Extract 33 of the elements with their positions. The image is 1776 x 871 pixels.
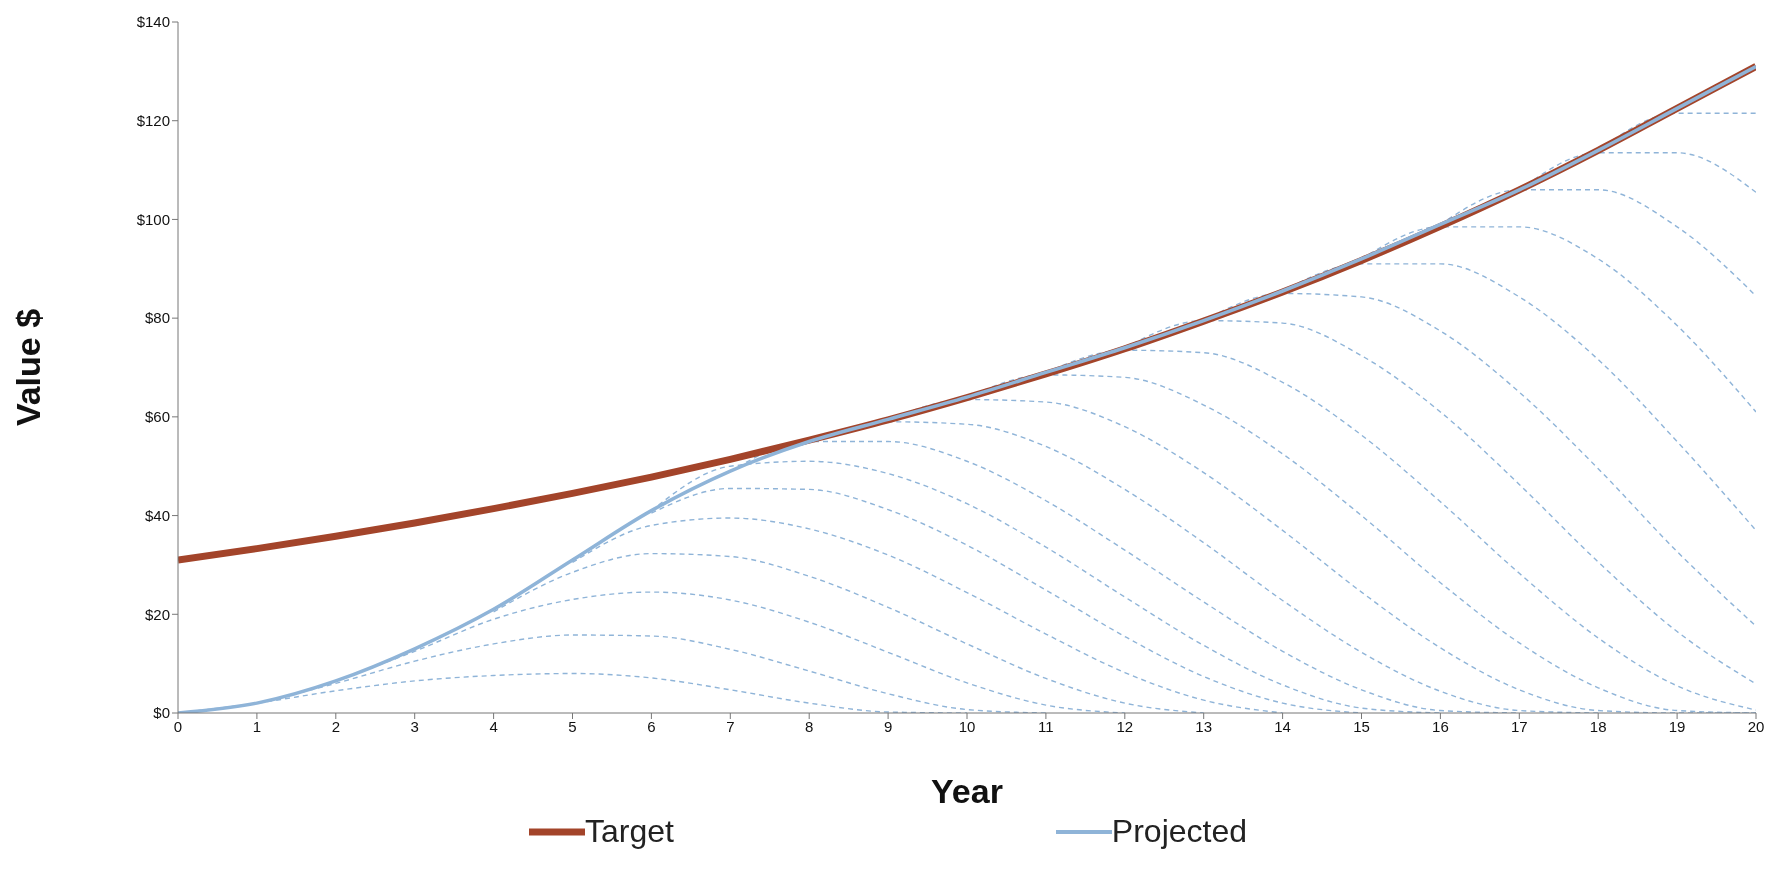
x-tick-label: 10 (958, 717, 976, 735)
x-tick-label: 9 (883, 717, 893, 735)
x-tick-label: 0 (173, 717, 183, 735)
y-tick-label: $40 (144, 506, 170, 524)
x-tick-label: 7 (726, 717, 735, 735)
x-tick-label: 14 (1274, 717, 1291, 735)
x-tick-label: 13 (1195, 717, 1213, 735)
legend-label: Projected (1111, 813, 1248, 850)
x-tick-label: 2 (331, 717, 340, 735)
x-tick-label: 20 (1747, 717, 1765, 735)
legend-label: Target (584, 813, 674, 850)
x-tick-label: 6 (647, 717, 656, 735)
y-tick-label: $0 (153, 704, 170, 722)
x-tick-label: 8 (805, 717, 814, 735)
x-tick-label: 11 (1038, 717, 1054, 735)
x-tick-label: 15 (1353, 717, 1370, 735)
y-tick-label: $80 (144, 309, 170, 327)
y-tick-label: $120 (136, 112, 170, 130)
x-tick-label: 4 (489, 717, 498, 735)
y-tick-label: $20 (144, 605, 170, 623)
x-tick-label: 3 (410, 717, 419, 735)
x-tick-label: 1 (252, 717, 262, 735)
x-tick-label: 12 (1116, 717, 1134, 735)
x-tick-label: 16 (1432, 717, 1449, 735)
x-tick-label: 5 (568, 717, 577, 735)
x-tick-label: 18 (1589, 717, 1607, 735)
x-tick-label: 19 (1668, 717, 1686, 735)
y-tick-label: $60 (144, 408, 170, 426)
y-tick-label: $100 (136, 210, 170, 228)
x-tick-label: 17 (1510, 717, 1528, 735)
y-axis-title: Value $ (9, 308, 48, 427)
y-tick-label: $140 (136, 13, 170, 31)
x-axis-title: Year (931, 772, 1003, 810)
